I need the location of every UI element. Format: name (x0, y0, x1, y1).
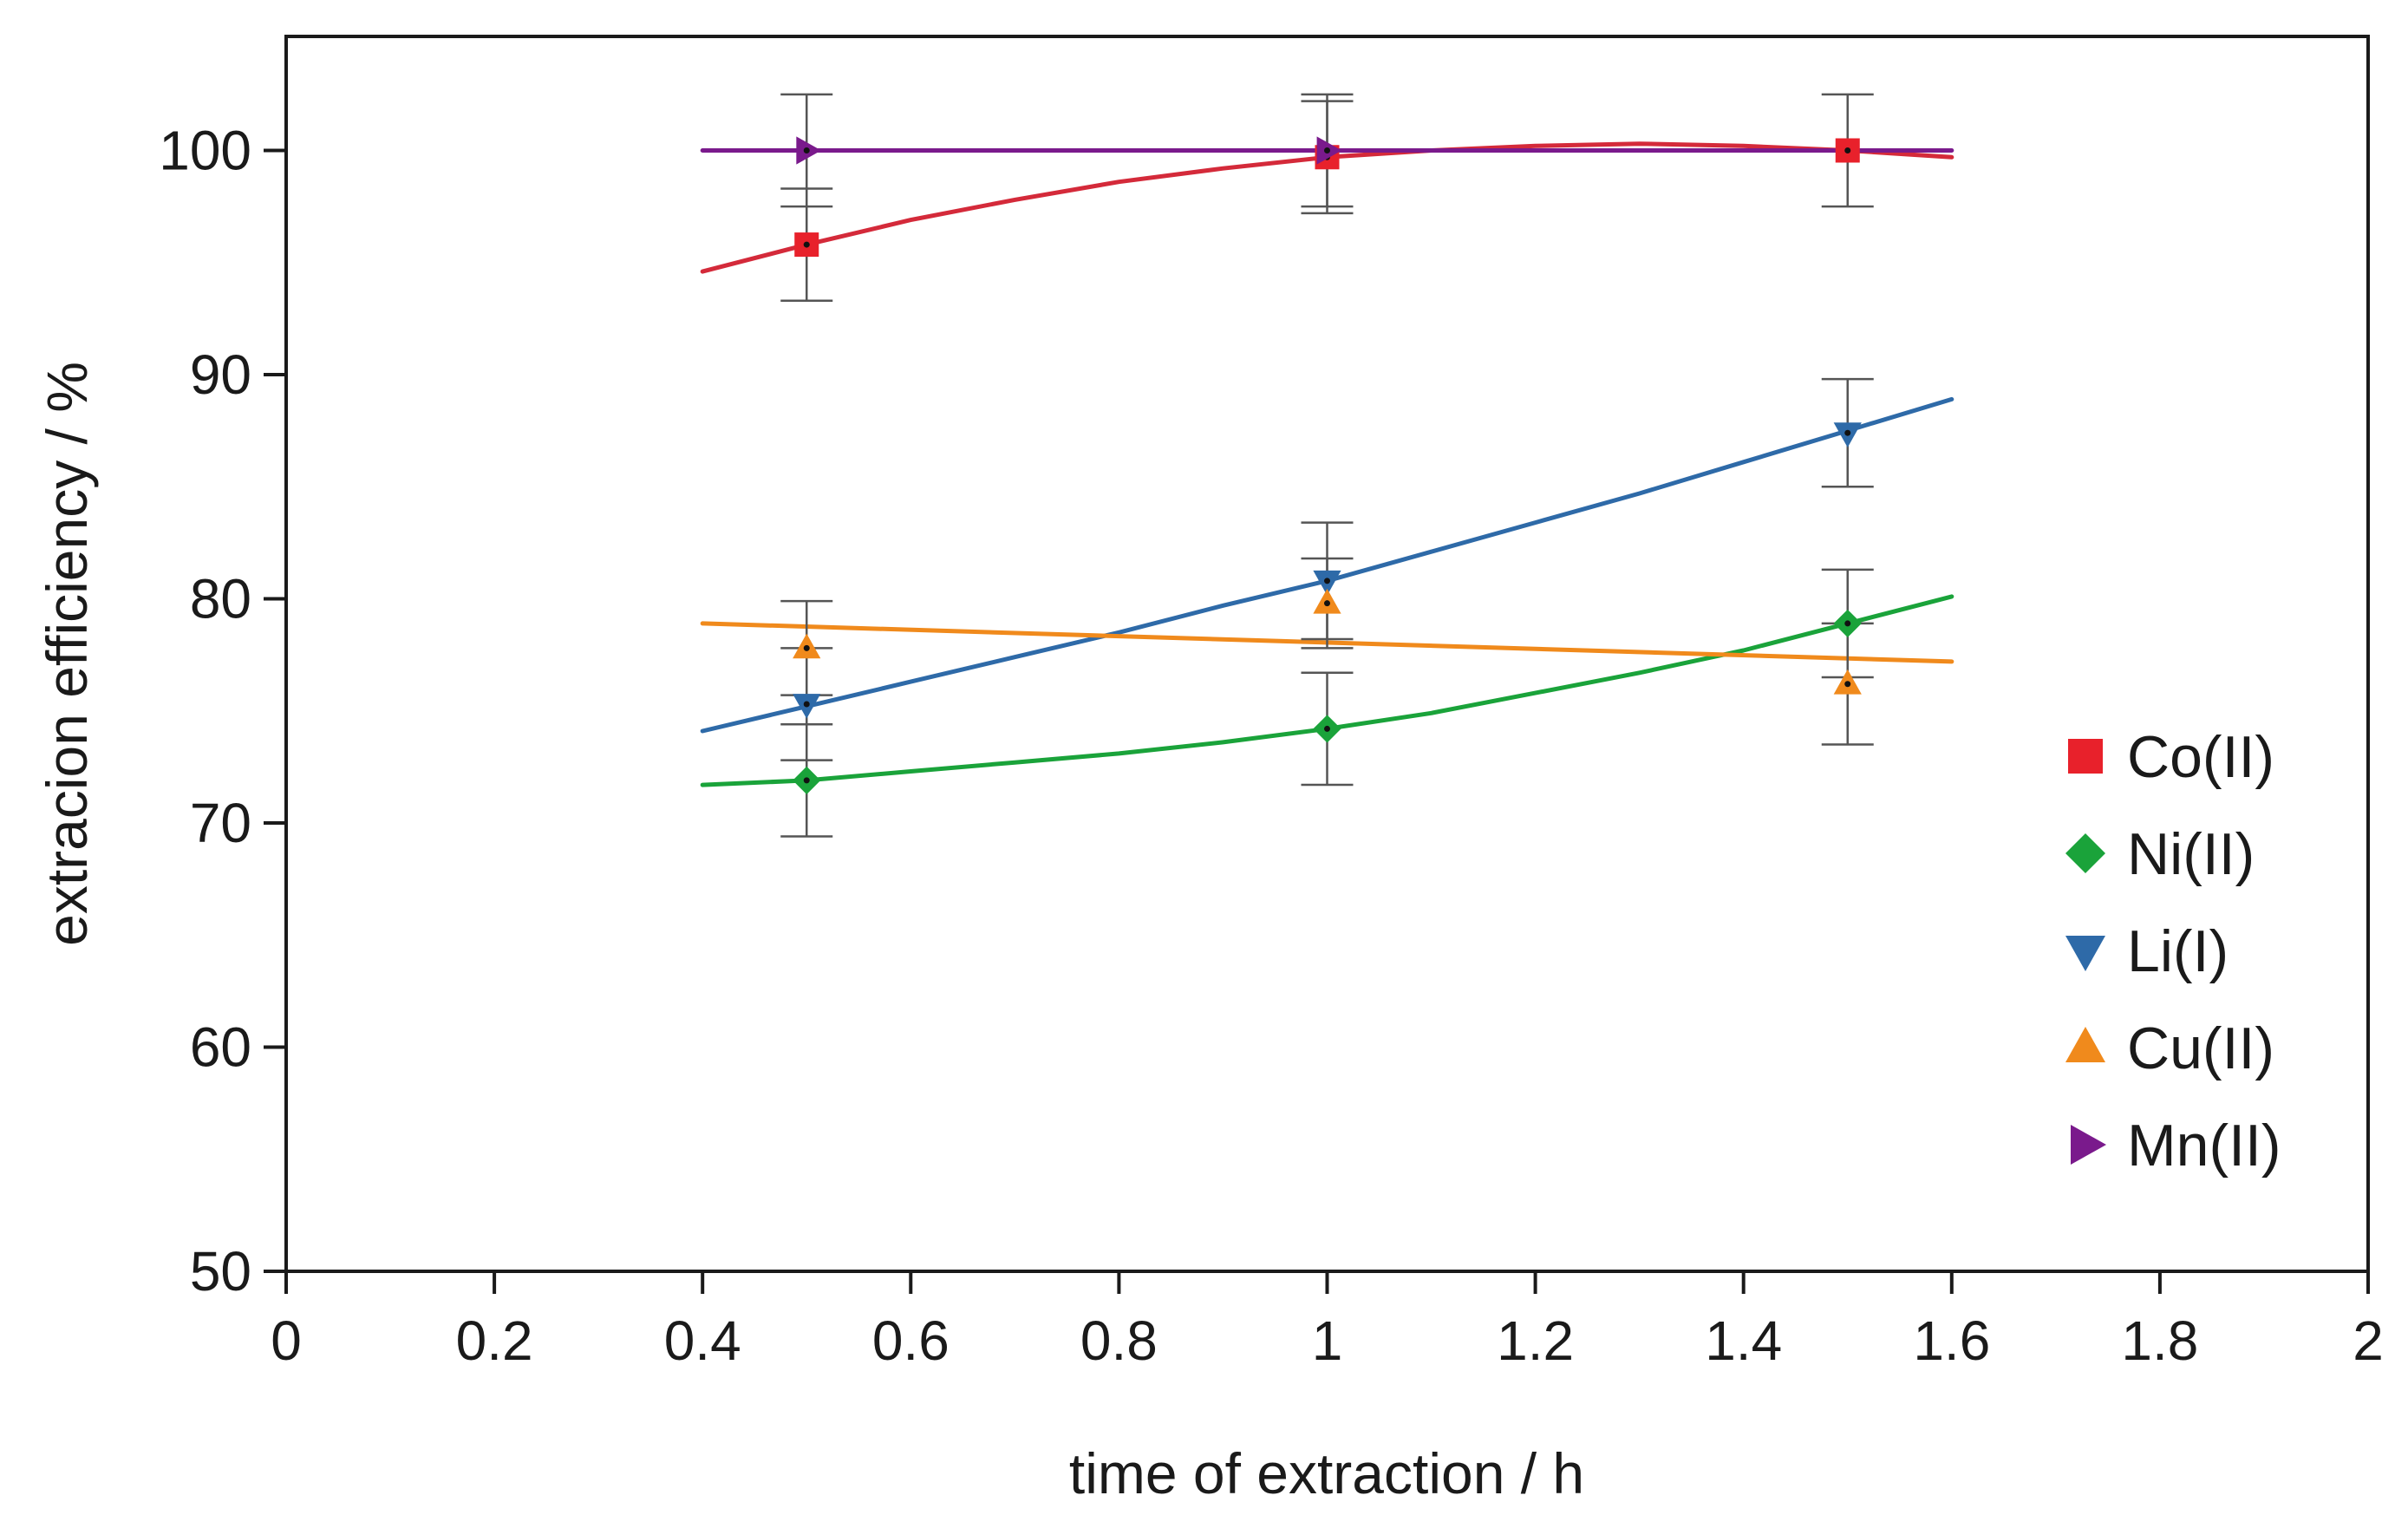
legend-marker-lii (2065, 936, 2105, 971)
y-tick-label: 60 (190, 1016, 251, 1079)
legend-item-coii: Co(II) (2068, 724, 2274, 790)
x-tick-label: 0.6 (872, 1309, 949, 1372)
data-point-center-lii (803, 701, 810, 708)
data-point-center-coii (1844, 147, 1851, 153)
x-tick-label: 1.2 (1497, 1309, 1574, 1372)
x-tick-label: 0 (271, 1309, 302, 1372)
axes: 0 0.2 0.4 0.6 0.8 1 1.2 1.4 1.6 1.8 2 50 60 70 80 90 100 (159, 120, 2384, 1373)
legend: Co(II) Ni(II) Li(I) Cu(II) Mn(II) (2065, 724, 2281, 1179)
x-tick-label: 1 (1312, 1309, 1343, 1372)
y-tick-label: 70 (190, 792, 251, 854)
legend-item-mnii: Mn(II) (2071, 1113, 2281, 1179)
legend-marker-coii (2068, 739, 2103, 774)
data-point-center-niii (1324, 725, 1330, 732)
data-point-center-mnii (1324, 147, 1330, 153)
legend-label-mnii: Mn(II) (2127, 1113, 2281, 1179)
legend-label-lii: Li(I) (2127, 918, 2229, 984)
y-tick-label: 80 (190, 568, 251, 630)
data-point-center-lii (1324, 578, 1330, 584)
y-tick-label: 50 (190, 1240, 251, 1303)
y-tick-label: 100 (159, 120, 251, 182)
legend-label-coii: Co(II) (2127, 724, 2274, 790)
data-point-center-lii (1844, 429, 1851, 436)
x-tick-label: 0.2 (456, 1309, 533, 1372)
data-point-center-mnii (803, 147, 810, 153)
data-point-center-cuii (1844, 681, 1851, 688)
legend-item-niii: Ni(II) (2065, 821, 2255, 887)
x-tick-label: 0.8 (1080, 1309, 1158, 1372)
x-axis-title: time of extraction / h (1069, 1441, 1584, 1505)
legend-item-lii: Li(I) (2065, 918, 2229, 984)
legend-label-niii: Ni(II) (2127, 821, 2255, 887)
x-tick-label: 1.6 (1913, 1309, 1990, 1372)
x-tick-label: 0.4 (664, 1309, 741, 1372)
data-point-center-niii (803, 777, 810, 784)
legend-label-cuii: Cu(II) (2127, 1015, 2274, 1081)
x-tick-label: 1.4 (1705, 1309, 1782, 1372)
data-point-center-cuii (803, 644, 810, 651)
y-tick-label: 90 (190, 343, 251, 406)
legend-marker-niii (2065, 833, 2105, 873)
x-tick-label: 2 (2353, 1309, 2384, 1372)
plot-area (700, 93, 1954, 838)
x-tick-label: 1.8 (2121, 1309, 2198, 1372)
data-point-center-coii (803, 241, 810, 248)
legend-marker-mnii (2071, 1125, 2106, 1165)
data-point-center-niii (1844, 620, 1851, 627)
legend-item-cuii: Cu(II) (2065, 1015, 2274, 1081)
legend-marker-cuii (2065, 1027, 2105, 1062)
y-axis-title: extracion efficiency / % (35, 362, 99, 946)
data-point-center-cuii (1324, 600, 1330, 607)
